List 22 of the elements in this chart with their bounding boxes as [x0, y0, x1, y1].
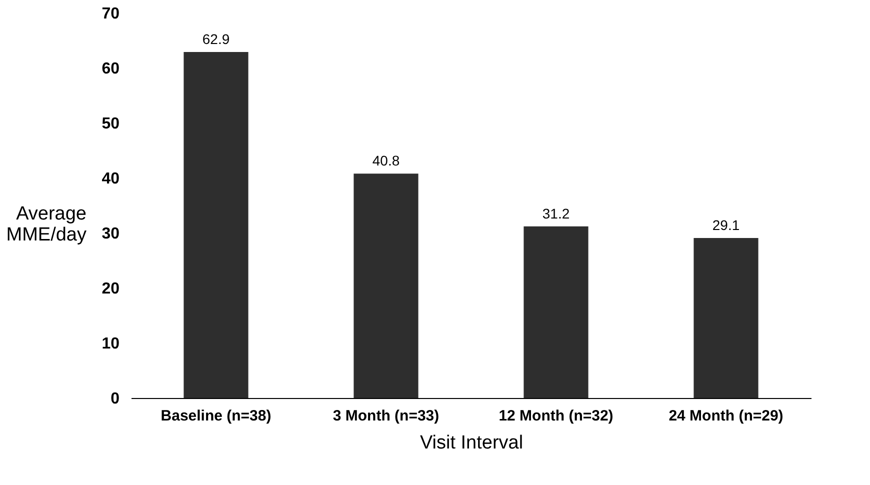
data-label: 31.2	[542, 205, 570, 222]
bar	[524, 226, 588, 398]
data-label: 40.8	[372, 152, 400, 169]
y-tick-label: 70	[102, 6, 120, 22]
x-tick-label: 12 Month (n=32)	[498, 408, 614, 424]
y-tick-label: 30	[102, 226, 120, 242]
y-tick-label: 20	[102, 280, 120, 298]
y-tick-label: 60	[102, 60, 120, 78]
bar	[354, 174, 418, 398]
data-label: 29.1	[712, 216, 740, 233]
y-tick-label: 40	[102, 170, 120, 188]
y-tick-label: 0	[110, 390, 120, 408]
x-tick-label: 3 Month (n=33)	[332, 408, 440, 424]
data-label: 62.9	[202, 31, 230, 48]
bar	[184, 52, 248, 398]
y-tick-label: 50	[102, 116, 120, 132]
x-axis-title: Visit Interval	[420, 432, 524, 454]
bar	[694, 238, 758, 398]
y-axis-title: Average MME/day	[6, 204, 87, 246]
y-tick-label: 10	[102, 336, 120, 352]
x-tick-label: Baseline (n=38)	[160, 408, 272, 424]
x-tick-label: 24 Month (n=29)	[668, 408, 784, 424]
